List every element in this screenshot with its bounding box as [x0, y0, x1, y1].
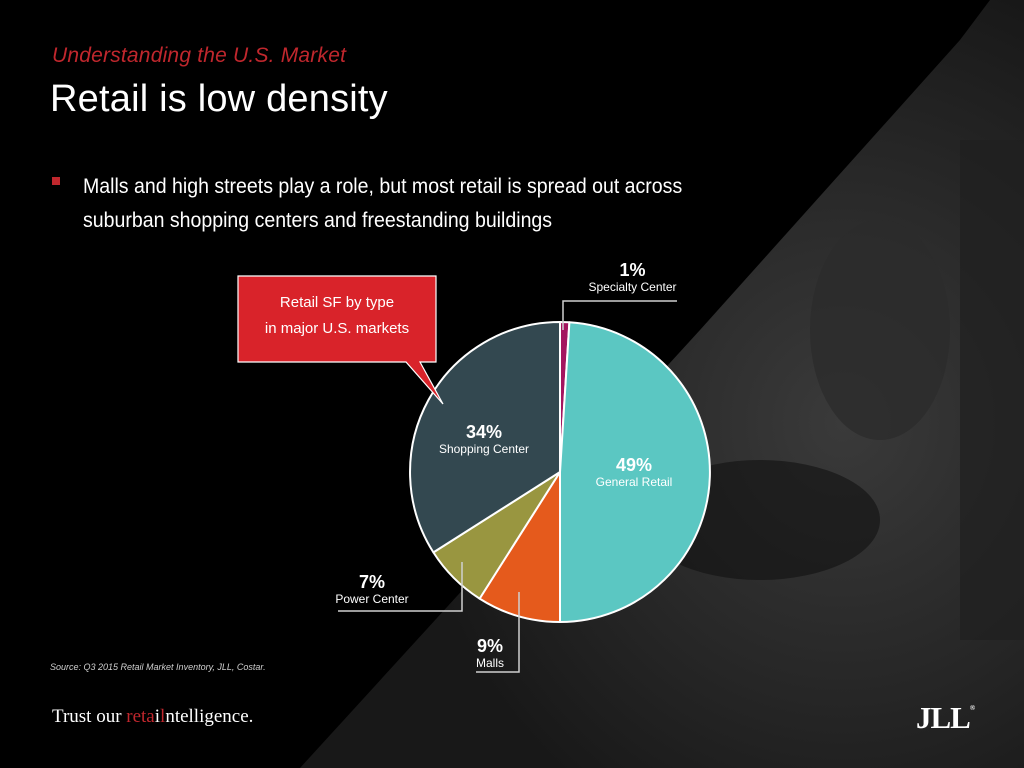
- label-pct: 1%: [619, 260, 646, 280]
- callout-text: Retail SF by type in major U.S. markets: [240, 290, 434, 342]
- logo-text: JLL: [916, 700, 971, 735]
- leader-line-power-center: [338, 562, 463, 612]
- jll-logo: JLL®: [916, 700, 975, 736]
- bullet-square-icon: [52, 177, 60, 185]
- registered-mark: ®: [969, 704, 975, 712]
- slice-general-retail: [559, 321, 711, 623]
- label-pct: 9%: [476, 636, 503, 656]
- callout-line-2: in major U.S. markets: [264, 320, 410, 337]
- label-shopping-center: 34% Shopping Center: [434, 422, 534, 456]
- tagline-highlight: l: [160, 706, 166, 727]
- label-power-center: 7% Power Center: [334, 572, 410, 606]
- label-name: Power Center: [335, 592, 409, 606]
- leader-line-malls: [476, 592, 520, 673]
- label-pct: 49%: [615, 455, 653, 475]
- leader-line-specialty: [562, 300, 677, 330]
- label-pct: 7%: [358, 572, 385, 592]
- label-name: Shopping Center: [438, 442, 530, 456]
- label-name: General Retail: [595, 475, 673, 489]
- callout-line-1: Retail SF by type: [279, 294, 395, 311]
- source-note: Source: Q3 2015 Retail Market Inventory,…: [50, 662, 266, 672]
- bullet-text: Malls and high streets play a role, but …: [83, 175, 683, 232]
- tagline-highlight: reta: [126, 706, 155, 727]
- label-general-retail: 49% General Retail: [584, 455, 684, 489]
- slide-title: Retail is low density: [50, 78, 388, 120]
- tagline-part: Trust our: [52, 706, 127, 727]
- label-pct: 34%: [465, 422, 503, 442]
- label-malls: 9% Malls: [470, 636, 510, 670]
- label-specialty-center: 1% Specialty Center: [585, 260, 680, 294]
- label-name: Specialty Center: [588, 280, 677, 294]
- slice-malls: [478, 471, 561, 623]
- callout-box: [237, 275, 444, 405]
- slice-shopping-center: [409, 321, 561, 554]
- tagline-part: ntelligence.: [165, 706, 254, 727]
- tagline: Trust our retailntelligence.: [52, 706, 253, 728]
- label-name: Malls: [475, 656, 504, 670]
- tagline-part: i: [154, 706, 161, 727]
- section-subtitle: Understanding the U.S. Market: [52, 44, 347, 67]
